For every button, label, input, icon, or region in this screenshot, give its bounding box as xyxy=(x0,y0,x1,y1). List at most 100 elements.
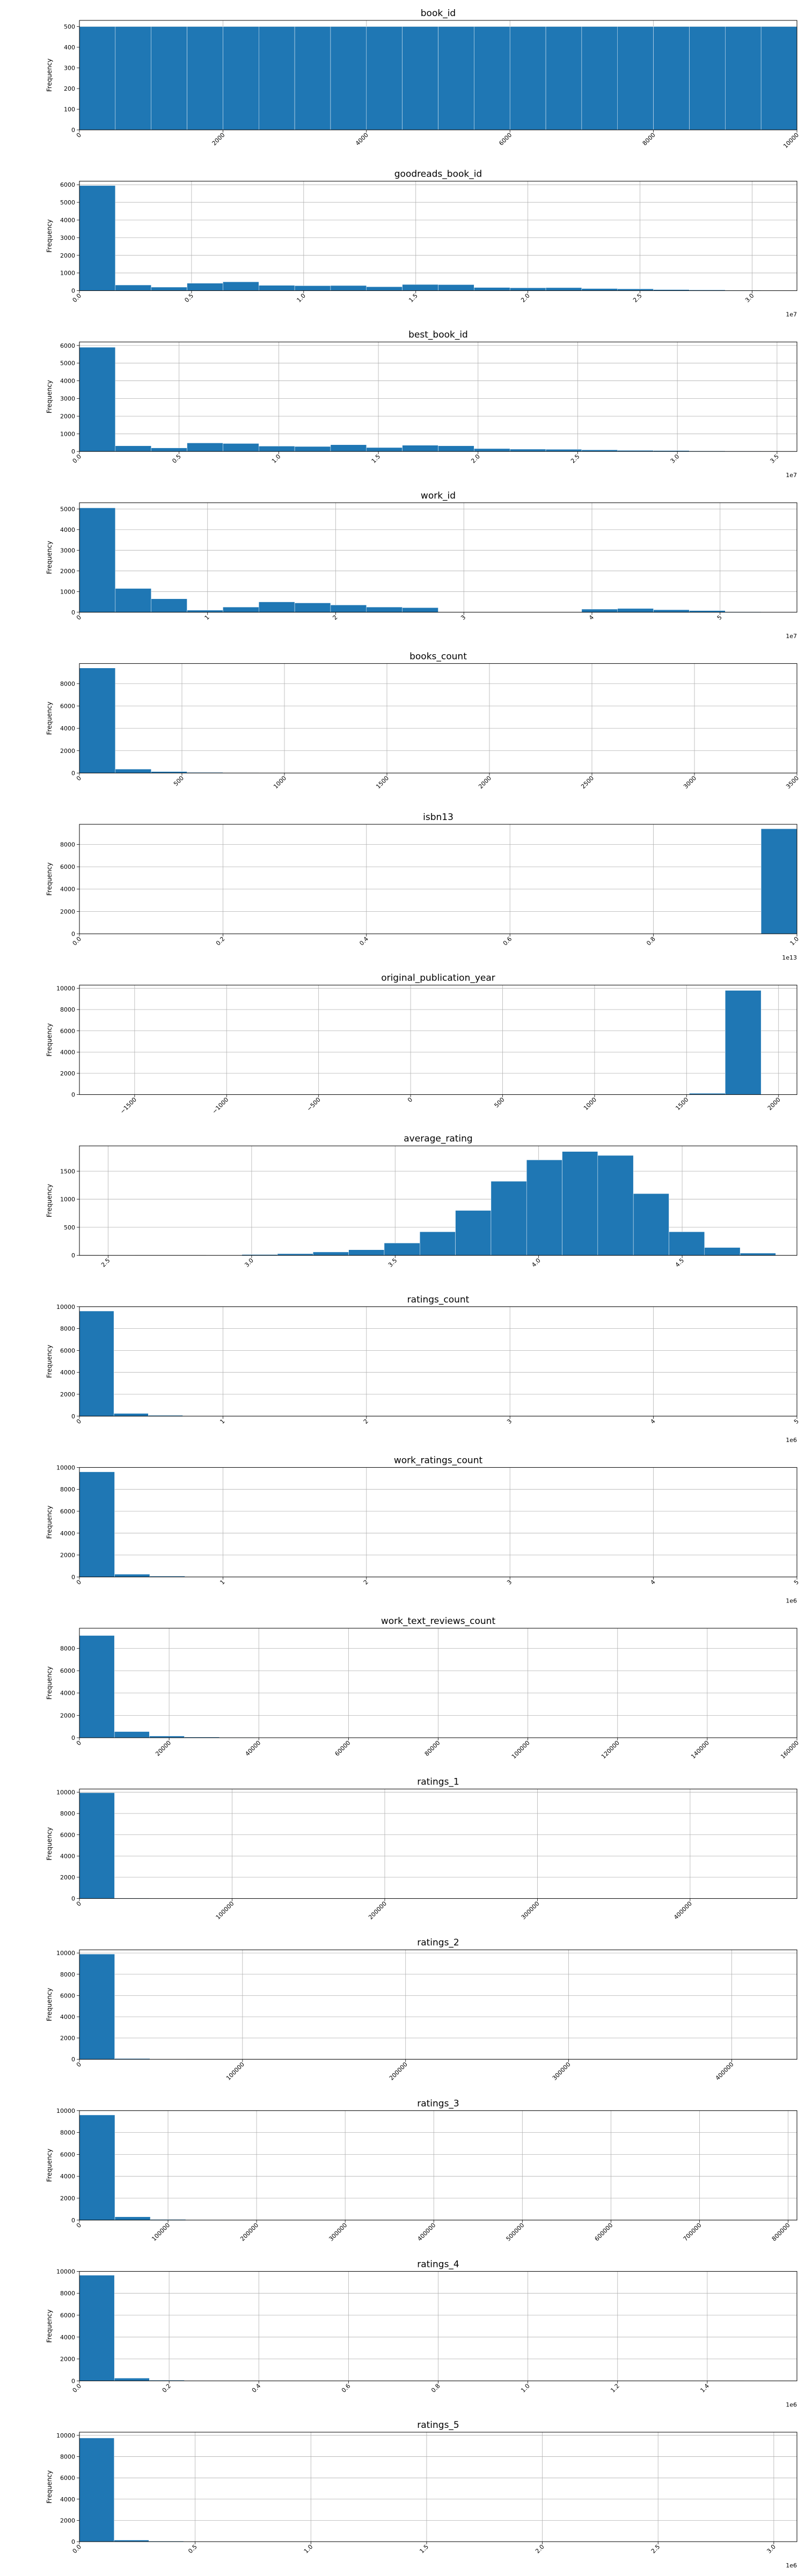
x-tick-label: 300000 xyxy=(520,1900,541,1921)
x-tick-label: 60000 xyxy=(334,1739,352,1758)
y-tick-label: 500 xyxy=(64,24,75,31)
y-axis-label: Frequency xyxy=(46,219,53,253)
y-tick-label: 8000 xyxy=(60,1810,75,1817)
y-axis-label: Frequency xyxy=(46,2149,53,2182)
histogram-bar xyxy=(113,1413,149,1417)
y-tick-label: 4000 xyxy=(60,378,75,385)
x-tick-label: 2 xyxy=(362,1418,370,1425)
x-tick-label: 1500 xyxy=(375,774,390,790)
x-tick-label: 2.0 xyxy=(519,292,531,304)
x-tick-label: 0.5 xyxy=(183,292,195,304)
y-tick-label: 8000 xyxy=(60,1645,75,1652)
y-tick-label: 0 xyxy=(71,288,75,295)
y-tick-label: 0 xyxy=(71,1413,75,1420)
x-tick-label: 1.0 xyxy=(270,453,282,465)
histogram-bar xyxy=(79,508,116,613)
y-tick-label: 2000 xyxy=(60,1552,75,1559)
x-tick-label: 3.5 xyxy=(387,1257,399,1269)
histogram-bar xyxy=(223,443,259,452)
x-tick-label: 600000 xyxy=(594,2222,614,2243)
x-axis-offset-label: 1e7 xyxy=(786,633,797,640)
x-tick-label: 200000 xyxy=(367,1900,388,1921)
histogram-panel: average_rating Frequency 0 500 1000 1500 2.5 3.… xyxy=(46,1133,797,1269)
y-tick-label: 2000 xyxy=(60,568,75,575)
x-tick-label: 6000 xyxy=(497,131,513,147)
x-tick-label: 2.5 xyxy=(650,2543,662,2555)
chart-title: work_id xyxy=(421,491,456,501)
chart-title: isbn13 xyxy=(423,812,453,823)
y-tick-label: 6000 xyxy=(60,2312,75,2319)
x-tick-label: 0 xyxy=(75,1900,83,1908)
histogram-bar xyxy=(509,449,546,452)
y-axis-label: Frequency xyxy=(46,2470,53,2504)
histogram-bar xyxy=(187,283,223,291)
axes-frame xyxy=(79,1306,797,1417)
histogram-bar xyxy=(115,284,151,291)
histogram-bar xyxy=(438,445,474,452)
histogram-bar xyxy=(79,2438,114,2542)
x-tick-label: 0 xyxy=(75,614,83,621)
axes-frame xyxy=(79,502,797,613)
histogram-bar xyxy=(562,1151,598,1256)
chart-title: average_rating xyxy=(404,1133,472,1144)
y-tick-label: 8000 xyxy=(60,1006,75,1013)
y-tick-label: 1000 xyxy=(60,1196,75,1203)
x-tick-label: 1.0 xyxy=(519,2382,531,2394)
histogram-bar xyxy=(581,288,618,291)
y-tick-label: 4000 xyxy=(60,1369,75,1376)
x-tick-label: 1.0 xyxy=(303,2543,314,2555)
histogram-panel: work_text_reviews_count Frequency 0 2000 400… xyxy=(46,1616,800,1760)
histogram-bar xyxy=(545,26,582,130)
histogram-bar xyxy=(79,2114,115,2221)
histogram-bar xyxy=(114,1731,150,1738)
x-tick-label: 2.5 xyxy=(632,292,643,304)
x-axis-offset-label: 1e6 xyxy=(786,2562,797,2569)
histogram-bar xyxy=(79,2275,115,2381)
y-tick-label: 4000 xyxy=(60,1690,75,1697)
x-tick-label: 3.0 xyxy=(744,292,756,304)
histogram-panel: ratings_5 Frequency 0 2000 4000 6000 8000 10000… xyxy=(46,2420,797,2569)
y-tick-label: 0 xyxy=(71,2377,75,2384)
x-tick-label: 1.5 xyxy=(418,2543,430,2555)
y-axis-label: Frequency xyxy=(46,701,53,735)
chart-title: work_ratings_count xyxy=(394,1455,483,1466)
y-tick-label: 1000 xyxy=(60,270,75,277)
histogram-bar xyxy=(79,1792,115,1899)
y-axis-label: Frequency xyxy=(46,1505,53,1539)
y-tick-label: 0 xyxy=(71,1252,75,1259)
y-axis-label: Frequency xyxy=(46,1184,53,1217)
y-tick-label: 4000 xyxy=(60,1530,75,1537)
x-tick-label: 100000 xyxy=(150,2222,171,2243)
y-axis-label: Frequency xyxy=(46,58,53,92)
y-tick-label: 10000 xyxy=(56,2107,75,2114)
y-tick-label: 8000 xyxy=(60,1326,75,1333)
y-tick-label: 2000 xyxy=(60,748,75,755)
y-tick-label: 1000 xyxy=(60,430,75,437)
y-tick-label: 2000 xyxy=(60,1391,75,1398)
x-tick-label: 800000 xyxy=(771,2222,792,2243)
histogram-bar xyxy=(294,603,331,613)
x-axis-offset-label: 1e13 xyxy=(782,954,797,961)
x-tick-label: 2.5 xyxy=(569,453,581,465)
y-tick-label: 2000 xyxy=(60,252,75,259)
x-tick-label: 1000 xyxy=(582,1096,598,1112)
x-tick-label: 3.0 xyxy=(243,1257,255,1269)
x-tick-label: 0.6 xyxy=(502,935,514,947)
y-tick-label: 1500 xyxy=(60,1168,75,1175)
y-tick-label: 0 xyxy=(71,1735,75,1741)
histogram-bar xyxy=(330,605,367,613)
x-tick-label: 1 xyxy=(218,1578,226,1586)
x-tick-label: 3 xyxy=(459,614,467,621)
y-tick-label: 6000 xyxy=(60,181,75,188)
y-tick-label: 2000 xyxy=(60,2517,75,2524)
histogram-bar xyxy=(545,287,582,291)
chart-title: goodreads_book_id xyxy=(394,169,482,180)
y-tick-label: 0 xyxy=(71,1574,75,1580)
y-tick-label: 4000 xyxy=(60,2014,75,2021)
x-tick-label: 1.4 xyxy=(699,2382,711,2394)
chart-title: book_id xyxy=(421,8,456,19)
histogram-bar xyxy=(114,2216,151,2221)
x-tick-label: 0.2 xyxy=(215,935,226,947)
histogram-bar xyxy=(187,610,223,613)
y-tick-label: 4000 xyxy=(60,217,75,224)
